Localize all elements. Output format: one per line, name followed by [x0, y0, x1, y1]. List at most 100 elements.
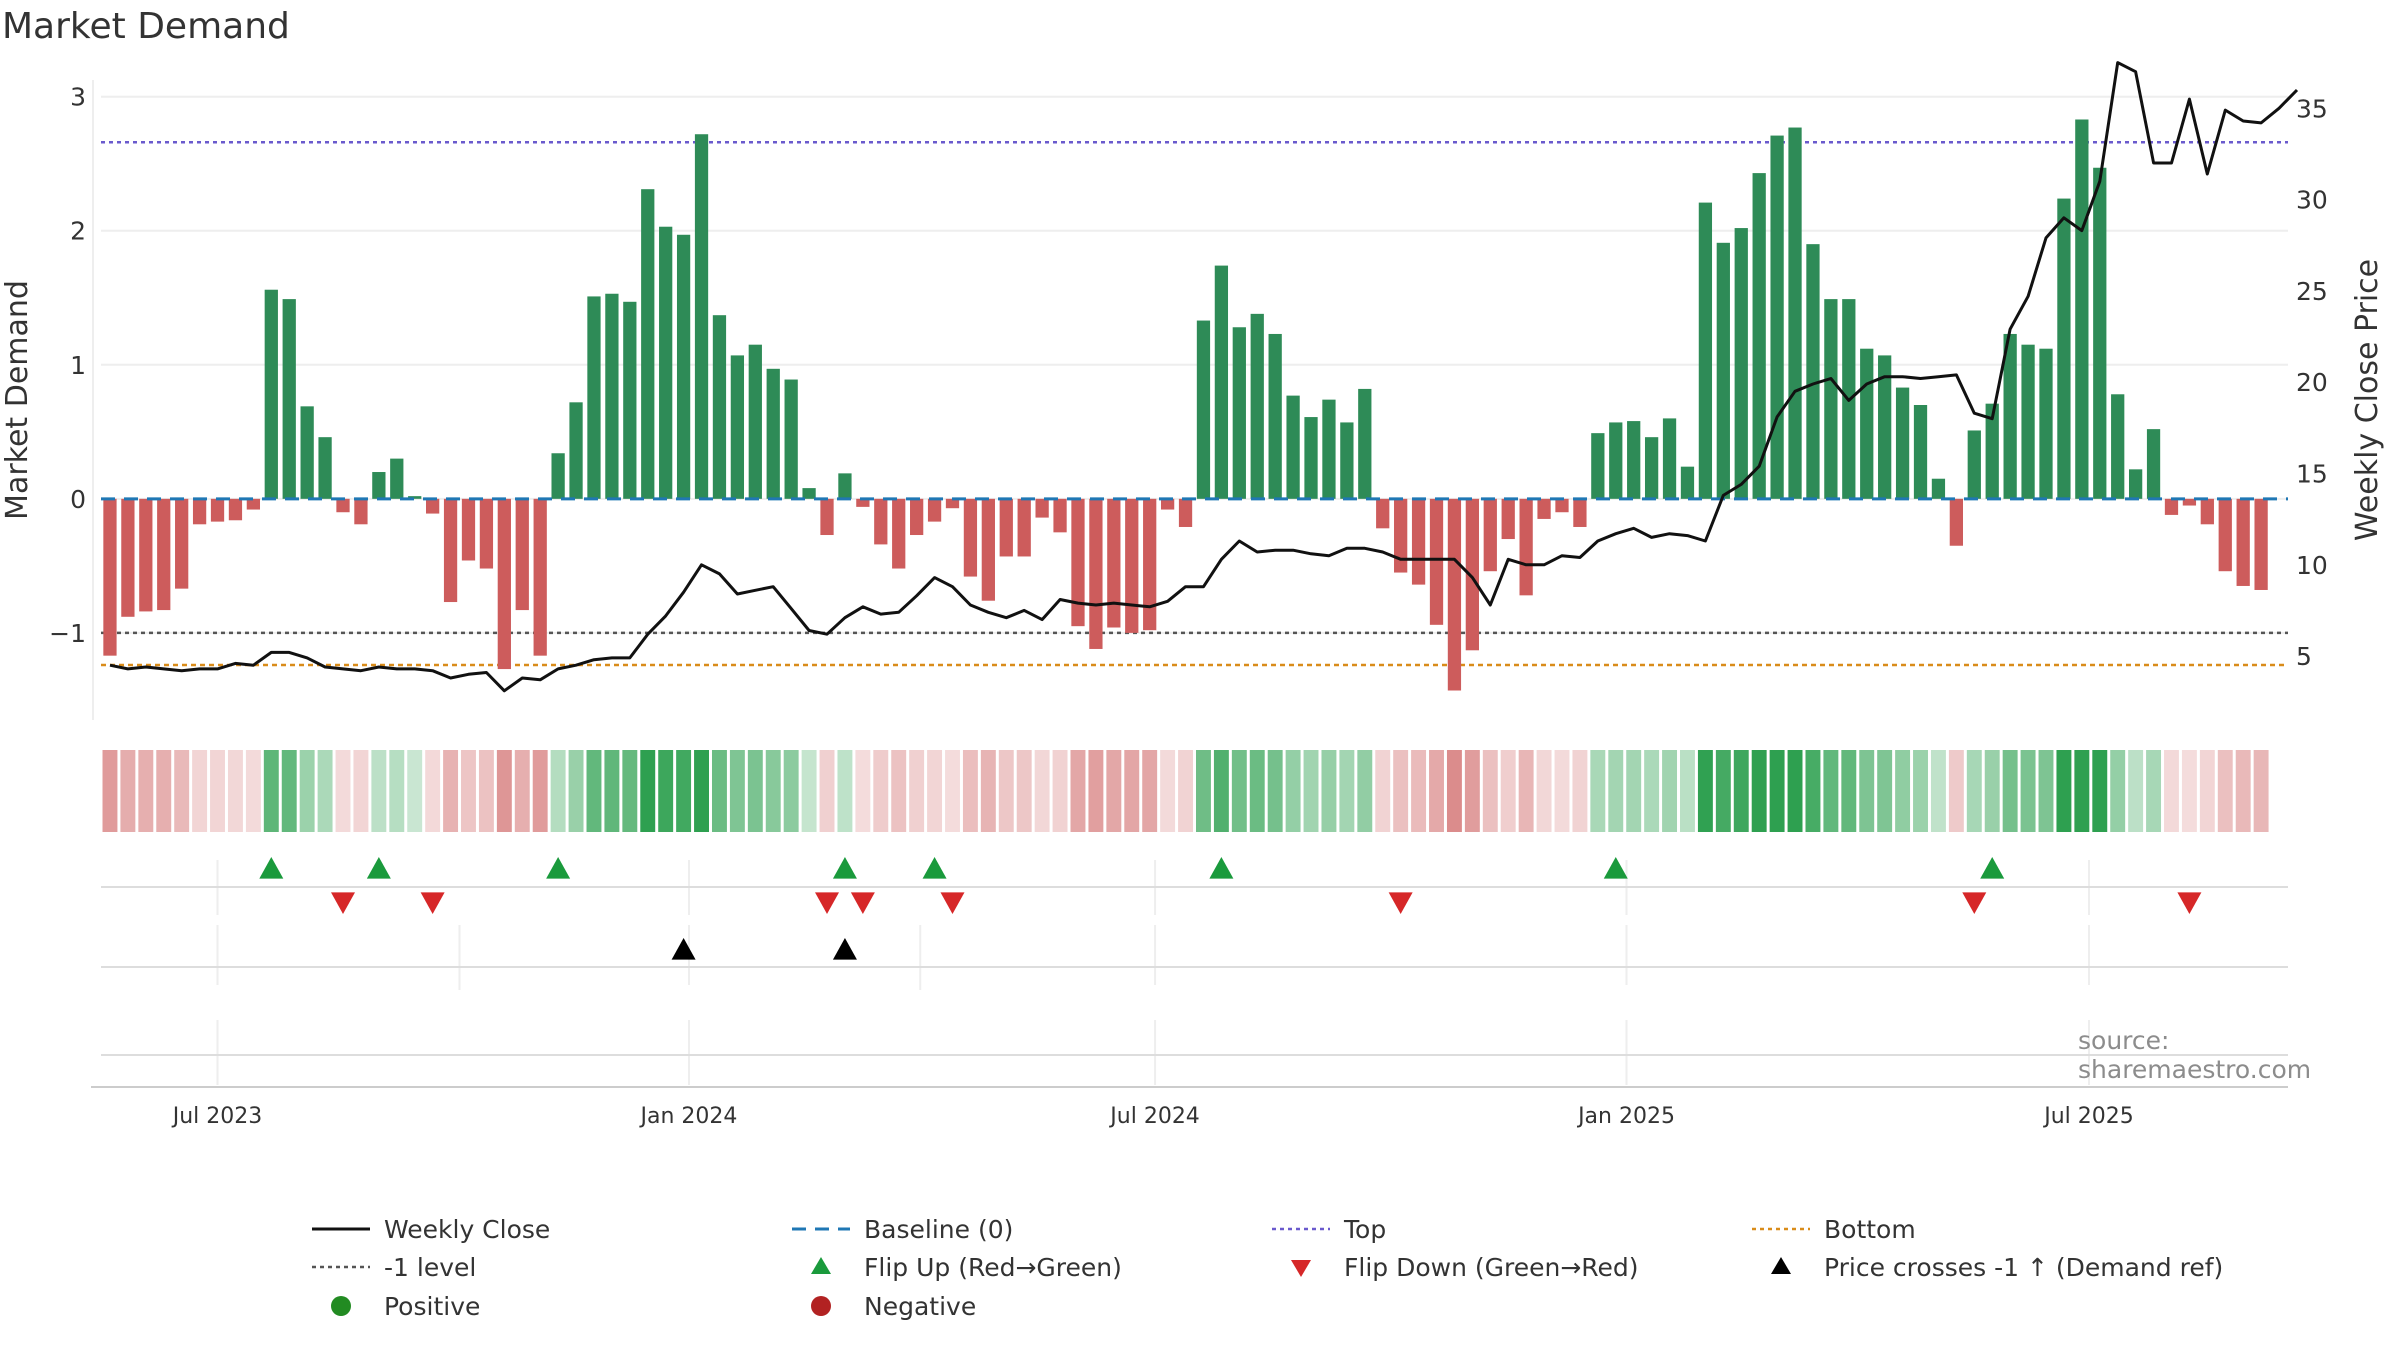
- demand-bar: [121, 498, 135, 617]
- flip-down-marker: [940, 892, 965, 914]
- demand-bar: [300, 406, 314, 499]
- source-label: source: sharemaestro.com: [2078, 1026, 2312, 1084]
- weekly-close-line: [109, 61, 2299, 693]
- demand-bar: [1483, 498, 1497, 572]
- demand-bar: [246, 498, 261, 510]
- legend-item-minus1: -1 level: [300, 1248, 476, 1286]
- demand-bar: [1716, 242, 1730, 499]
- flip-up-marker: [1980, 857, 2005, 879]
- heat-cell: [263, 750, 279, 832]
- legend-symbol-bottom: [1752, 1227, 1810, 1231]
- demand-bar: [533, 498, 547, 656]
- demand-bar: [408, 496, 422, 499]
- heat-cell: [425, 750, 441, 832]
- heat-cell: [102, 750, 118, 832]
- x-tick-label: Jul 2024: [1108, 1104, 1200, 1129]
- demand-bar: [2075, 119, 2089, 499]
- demand-bar: [2254, 498, 2268, 590]
- heat-cell: [1769, 750, 1785, 832]
- legend-item-top: Top: [1260, 1210, 1386, 1248]
- heat-cell: [855, 750, 871, 832]
- demand-bar: [802, 488, 816, 499]
- heat-cell: [210, 750, 225, 832]
- demand-bar: [569, 402, 583, 499]
- heat-cell: [550, 750, 566, 832]
- y-tick-label: −1: [49, 619, 86, 648]
- demand-bar: [963, 498, 978, 577]
- heat-cell: [2128, 750, 2144, 832]
- legend-swatch: [1771, 1257, 1791, 1274]
- heat-cell: [1572, 750, 1588, 832]
- demand-bar: [1591, 433, 1605, 499]
- y-tick-label: 2: [70, 217, 86, 246]
- heat-cell: [335, 750, 351, 832]
- heat-cell: [1500, 750, 1516, 832]
- demand-bar: [1340, 422, 1354, 499]
- heat-cell: [1249, 750, 1265, 832]
- demand-bar: [838, 473, 852, 499]
- demand-bar: [1196, 320, 1211, 499]
- demand-bar: [2164, 498, 2179, 515]
- legend-symbol-flip_down: [1291, 1260, 1311, 1277]
- heat-cell: [532, 750, 548, 832]
- heat-cell: [1715, 750, 1731, 832]
- heat-cell: [1339, 750, 1355, 832]
- demand-bar: [264, 289, 278, 499]
- demand-bar: [748, 344, 762, 499]
- price-cross-marker: [832, 938, 857, 960]
- legend-item-cross: Price crosses -1 ↑ (Demand ref): [1740, 1248, 2223, 1286]
- demand-bar: [1644, 437, 1659, 499]
- demand-bar: [1627, 421, 1641, 499]
- heat-cell: [1016, 750, 1032, 832]
- legend-label: Negative: [864, 1291, 977, 1321]
- heat-cell: [2164, 750, 2179, 832]
- demand-bar: [390, 458, 404, 499]
- demand-bar: [1698, 202, 1713, 499]
- heat-cell: [711, 750, 727, 832]
- legend-symbol-cross: [1771, 1257, 1791, 1274]
- flip-up-marker: [922, 857, 947, 879]
- legend-item-bottom: Bottom: [1740, 1210, 1916, 1248]
- demand-bar: [139, 498, 153, 612]
- flip-up-marker: [546, 857, 571, 879]
- flip-up-marker: [259, 857, 284, 879]
- y-tick-label: 0: [70, 485, 86, 514]
- heat-cell: [1895, 750, 1911, 832]
- heat-cell: [1680, 750, 1695, 832]
- legend-label: Weekly Close: [384, 1214, 551, 1244]
- heat-cell: [1178, 750, 1193, 832]
- demand-bar: [1322, 399, 1336, 499]
- heat-cell: [443, 750, 459, 832]
- heat-cell: [227, 750, 243, 832]
- demand-bar: [461, 498, 476, 561]
- demand-bar: [1752, 173, 1766, 499]
- heat-cell: [1787, 750, 1803, 832]
- legend-label: Flip Up (Red→Green): [864, 1252, 1122, 1282]
- heat-cell: [1231, 750, 1247, 832]
- demand-bar: [210, 498, 225, 522]
- x-tick-label: Jul 2023: [171, 1104, 263, 1129]
- legend-label: Flip Down (Green→Red): [1344, 1252, 1639, 1282]
- heat-cell: [1644, 750, 1660, 832]
- demand-bar: [2218, 498, 2232, 572]
- y2-tick-label: 5: [2296, 642, 2312, 671]
- y-axis-title: Market Demand: [0, 280, 35, 520]
- heat-cell: [2020, 750, 2036, 832]
- heat-cell: [945, 750, 960, 832]
- heat-cell: [1106, 750, 1122, 832]
- legend-symbol-close: [312, 1227, 370, 1231]
- heat-cell: [2181, 750, 2197, 832]
- demand-bar: [2146, 429, 2161, 499]
- heat-cell: [2199, 750, 2215, 832]
- demand-heat-strip: [102, 750, 2269, 832]
- demand-bar: [515, 498, 529, 611]
- heat-cell: [299, 750, 315, 832]
- heat-cell: [2074, 750, 2090, 832]
- heat-cell: [317, 750, 333, 832]
- demand-bar: [1160, 498, 1175, 510]
- heat-cell: [1142, 750, 1158, 832]
- weekly-close-series: [109, 61, 2299, 693]
- legend-symbol-minus1: [312, 1265, 370, 1269]
- demand-bar: [282, 299, 296, 499]
- demand-bar: [605, 293, 619, 499]
